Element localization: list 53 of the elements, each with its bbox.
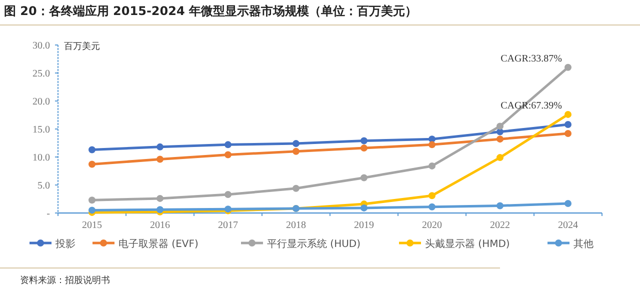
- point: [496, 154, 504, 162]
- point: [360, 144, 368, 152]
- point: [428, 162, 436, 170]
- point: [224, 141, 232, 148]
- point: [224, 191, 232, 198]
- point: [292, 148, 300, 155]
- legend-label: 电子取景器 (EVF): [118, 238, 198, 250]
- point: [292, 140, 300, 148]
- point: [428, 141, 436, 148]
- point: [564, 200, 572, 207]
- point: [292, 184, 300, 192]
- point: [360, 174, 368, 182]
- y-tick-label: 10.0: [32, 152, 50, 164]
- x-tick-label: 2024: [558, 220, 578, 231]
- legend-label: 其他: [574, 238, 594, 250]
- title: 图 20：各终端应用 2015-2024 年微型显示器市场规模（单位：百万美元）: [4, 4, 418, 18]
- x-tick-label: 2017: [218, 220, 238, 231]
- point: [156, 194, 164, 202]
- x-tick-label: 2019: [354, 220, 374, 231]
- x-tick-label: 2018: [286, 220, 306, 231]
- x-tick-label: 2020: [422, 220, 442, 231]
- y-tick-label: 20.0: [32, 96, 50, 108]
- point: [564, 130, 572, 137]
- point: [564, 110, 572, 118]
- y-tick-label: -: [46, 208, 50, 220]
- ylabel: 百万美元: [64, 42, 100, 52]
- legend-label: 平行显示系统 (HUD): [267, 238, 361, 250]
- point: [496, 136, 504, 143]
- point: [496, 202, 504, 210]
- point: [428, 136, 436, 143]
- point: [564, 64, 572, 71]
- point: [496, 128, 504, 136]
- point: [156, 143, 164, 150]
- point: [224, 151, 232, 158]
- legend-label: 头戴显示器 (HMD): [425, 238, 510, 250]
- y-tick-label: 25.0: [32, 68, 50, 80]
- point: [360, 204, 368, 212]
- point: [88, 146, 96, 154]
- point: [156, 156, 164, 163]
- y-tick-label: 15.0: [32, 124, 50, 136]
- point: [88, 160, 96, 168]
- point: [496, 122, 504, 130]
- point: [428, 192, 436, 200]
- point: [564, 121, 572, 128]
- x-tick-label: 2016: [150, 220, 170, 231]
- x-tick-label: 2015: [82, 220, 102, 231]
- point: [88, 196, 96, 204]
- legend-label: 投影: [54, 238, 76, 250]
- point: [360, 137, 368, 144]
- y-tick-label: 30.0: [32, 40, 50, 52]
- point: [428, 203, 436, 210]
- y-tick-label: 5.0: [38, 180, 50, 192]
- x-tick-label: 2022: [490, 220, 510, 231]
